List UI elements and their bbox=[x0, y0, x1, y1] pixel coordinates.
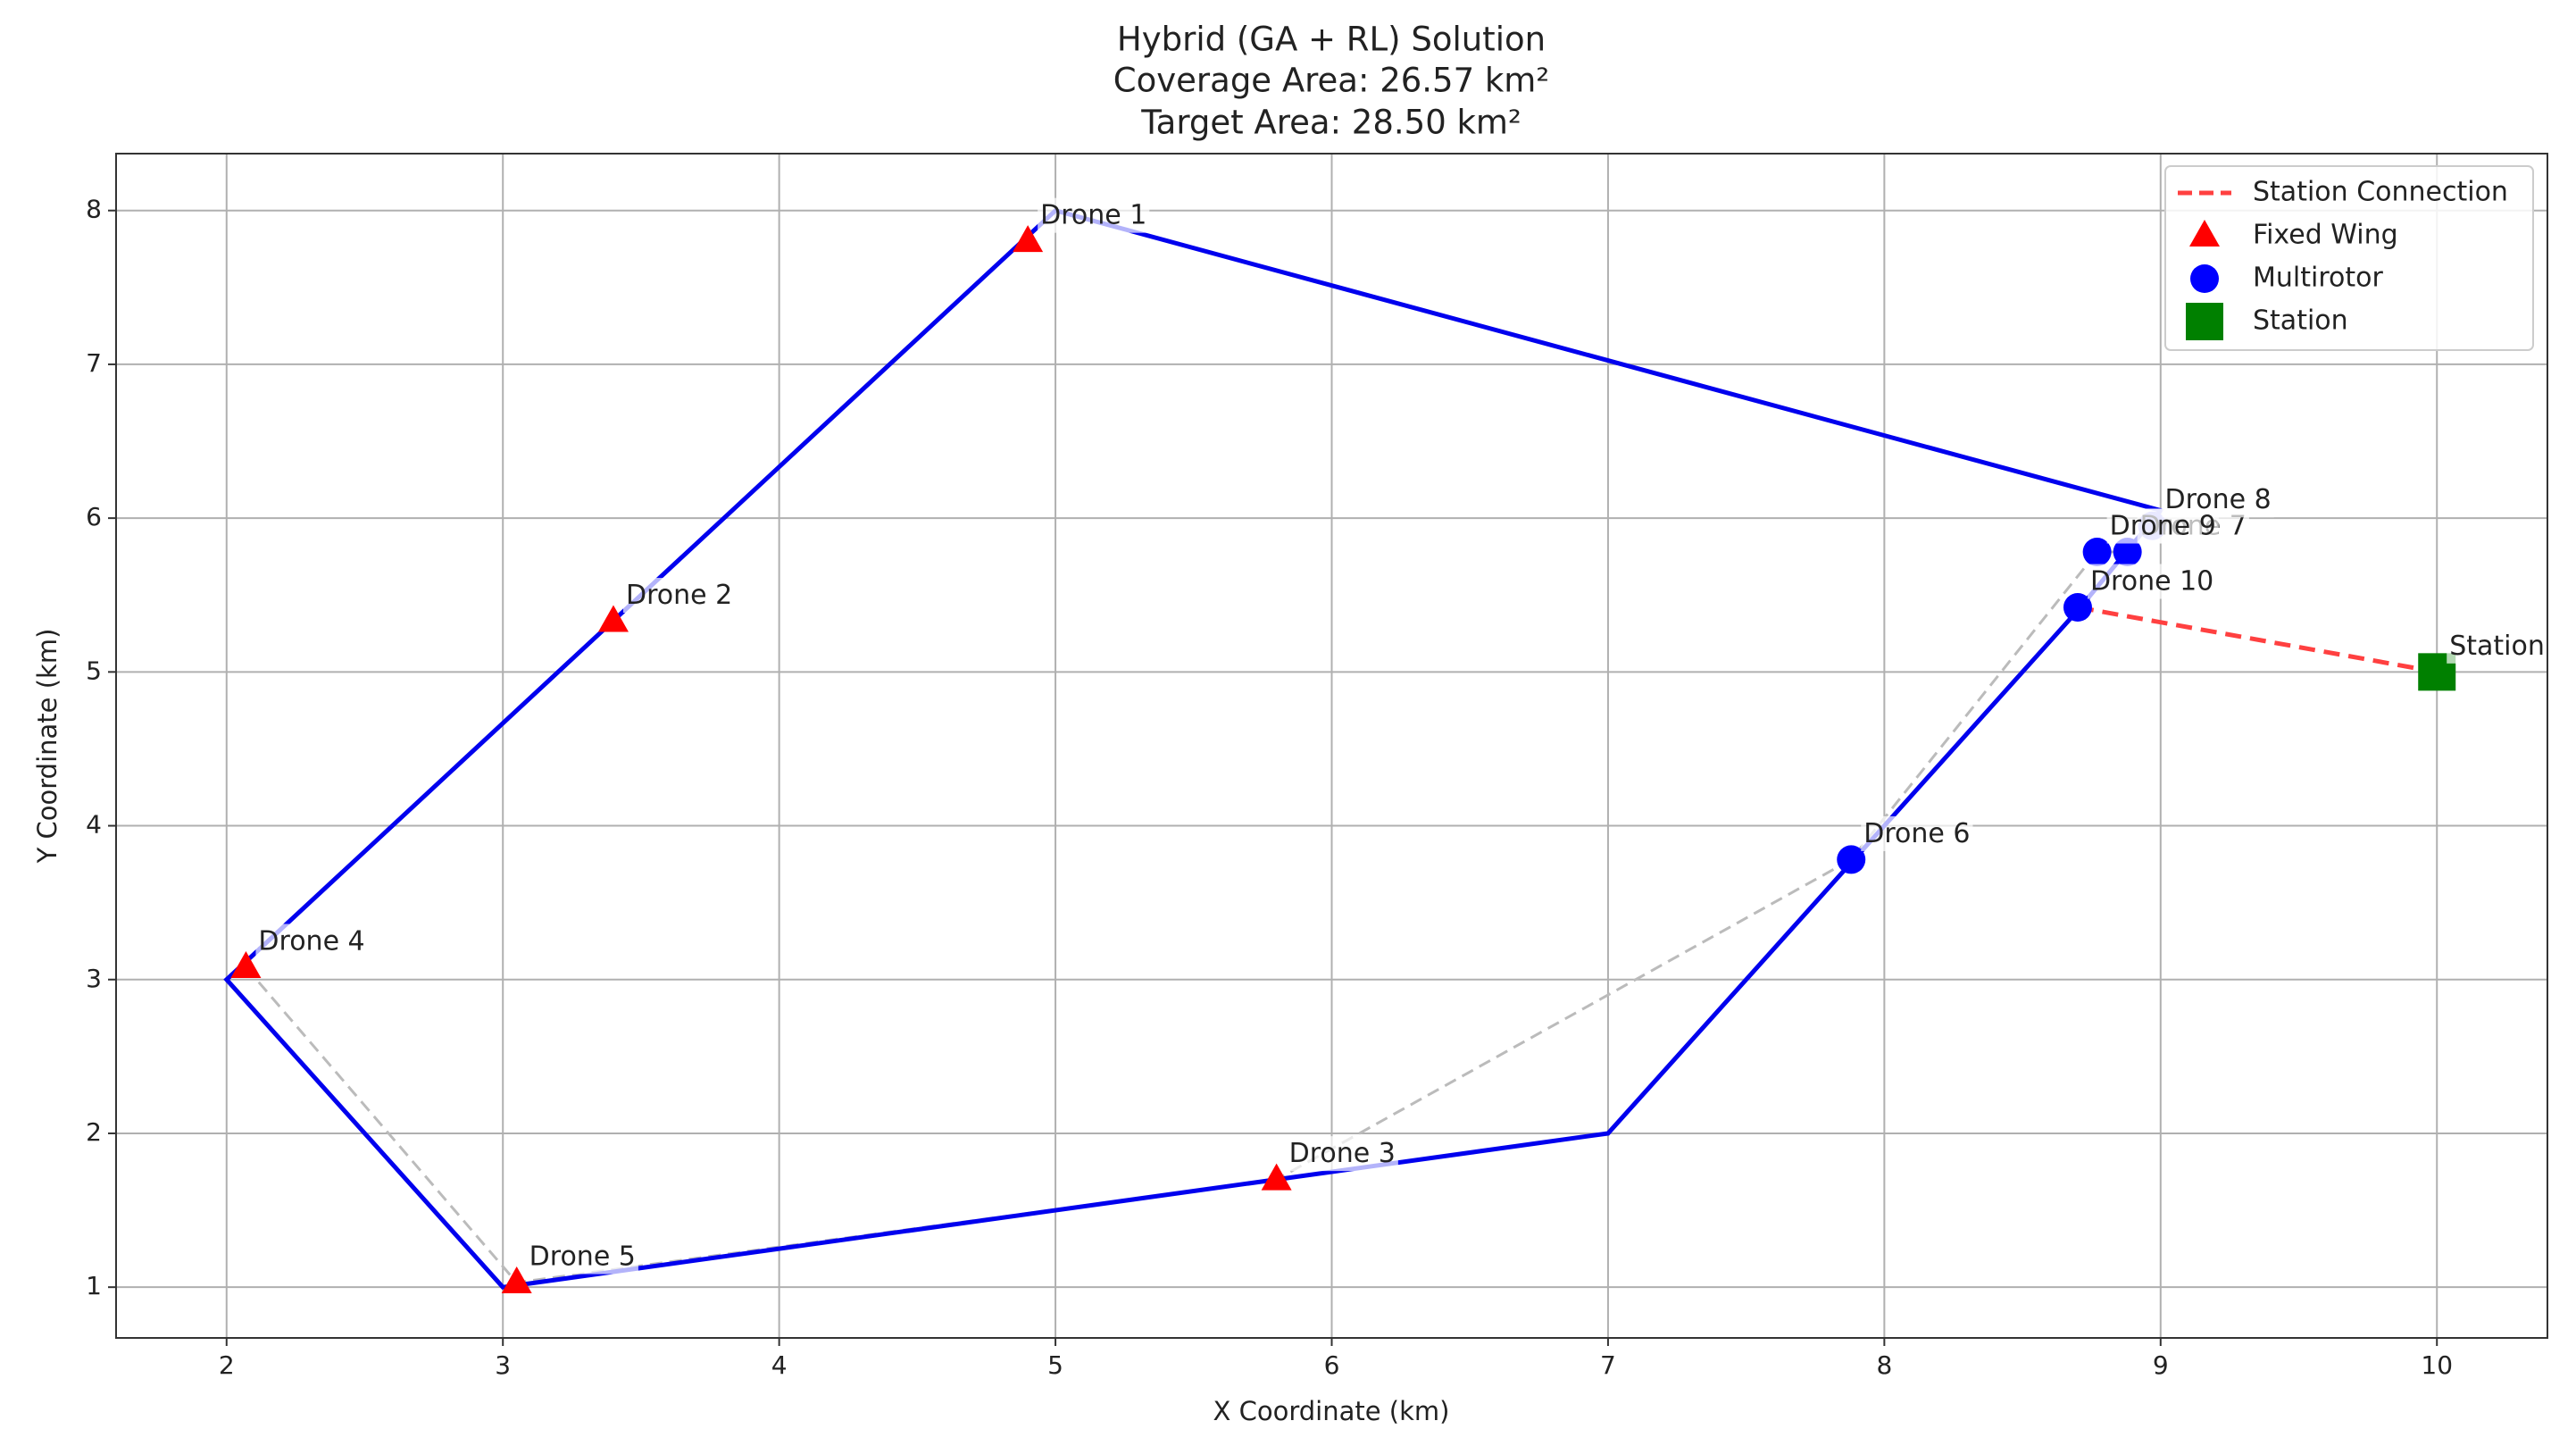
station-marker bbox=[2186, 303, 2223, 340]
fixed-wing-marker bbox=[2189, 220, 2220, 247]
chart-subtitle: Target Area: 28.50 km² bbox=[1140, 104, 1521, 142]
x-tick-label: 5 bbox=[1047, 1350, 1063, 1380]
point-label: Drone 3 bbox=[1289, 1138, 1396, 1169]
x-tick-label: 4 bbox=[771, 1350, 788, 1380]
multirotor-marker bbox=[2063, 593, 2092, 623]
y-tick-label: 2 bbox=[86, 1117, 102, 1147]
point-label: Drone 5 bbox=[529, 1241, 636, 1273]
chart-subtitle: Coverage Area: 26.57 km² bbox=[1113, 62, 1549, 100]
label-background bbox=[622, 578, 736, 614]
point-label: Drone 9 bbox=[2110, 511, 2216, 542]
y-tick-label: 8 bbox=[86, 195, 102, 224]
y-tick-label: 5 bbox=[86, 656, 102, 685]
fixed-wing-marker bbox=[230, 950, 262, 978]
legend-box bbox=[2164, 165, 2534, 351]
multirotor-marker bbox=[2082, 538, 2112, 567]
legend-label: Fixed Wing bbox=[2253, 220, 2398, 251]
chart-title: Hybrid (GA + RL) Solution bbox=[1117, 21, 1546, 59]
y-tick-label: 7 bbox=[86, 348, 102, 378]
label-background bbox=[1286, 1136, 1398, 1172]
y-tick-label: 6 bbox=[86, 502, 102, 531]
x-tick-label: 7 bbox=[1600, 1350, 1616, 1380]
label-background bbox=[2087, 564, 2217, 599]
label-background bbox=[526, 1239, 638, 1275]
label-background bbox=[2106, 508, 2219, 544]
label-background bbox=[1038, 197, 1150, 233]
fixed-wing-marker bbox=[1261, 1163, 1292, 1191]
x-tick-label: 2 bbox=[219, 1350, 235, 1380]
legend-label: Station Connection bbox=[2253, 177, 2508, 208]
y-axis-label: Y Coordinate (km) bbox=[32, 629, 63, 865]
x-axis-label: X Coordinate (km) bbox=[1213, 1396, 1450, 1426]
point-label: Station bbox=[2449, 631, 2545, 662]
legend-label: Multirotor bbox=[2253, 263, 2383, 294]
x-tick-label: 6 bbox=[1324, 1350, 1340, 1380]
x-tick-label: 3 bbox=[495, 1350, 511, 1380]
point-label: Drone 2 bbox=[626, 580, 732, 611]
x-tick-label: 9 bbox=[2153, 1350, 2169, 1380]
fixed-wing-marker bbox=[501, 1266, 532, 1294]
route-line bbox=[245, 550, 2128, 1284]
point-label: Drone 10 bbox=[2090, 566, 2213, 598]
multirotor-marker bbox=[2190, 264, 2219, 293]
point-label: Drone 4 bbox=[258, 925, 364, 957]
label-background bbox=[2447, 628, 2547, 664]
fixed-wing-marker bbox=[1013, 225, 1044, 253]
legend-label: Station bbox=[2253, 305, 2348, 337]
multirotor-marker bbox=[1837, 845, 1866, 874]
y-tick-label: 3 bbox=[86, 964, 102, 993]
point-label: Drone 1 bbox=[1040, 200, 1146, 231]
x-tick-label: 10 bbox=[2421, 1350, 2453, 1380]
station-connection bbox=[2077, 605, 2438, 674]
multirotor-marker bbox=[2113, 538, 2142, 567]
y-tick-label: 4 bbox=[86, 810, 102, 840]
label-background bbox=[1861, 815, 1973, 851]
point-label: Drone 6 bbox=[1863, 818, 1970, 849]
plot-frame bbox=[115, 153, 2548, 1339]
x-tick-label: 8 bbox=[1876, 1350, 1892, 1380]
y-tick-label: 1 bbox=[86, 1271, 102, 1300]
fixed-wing-marker bbox=[597, 605, 629, 632]
label-background bbox=[255, 924, 368, 959]
